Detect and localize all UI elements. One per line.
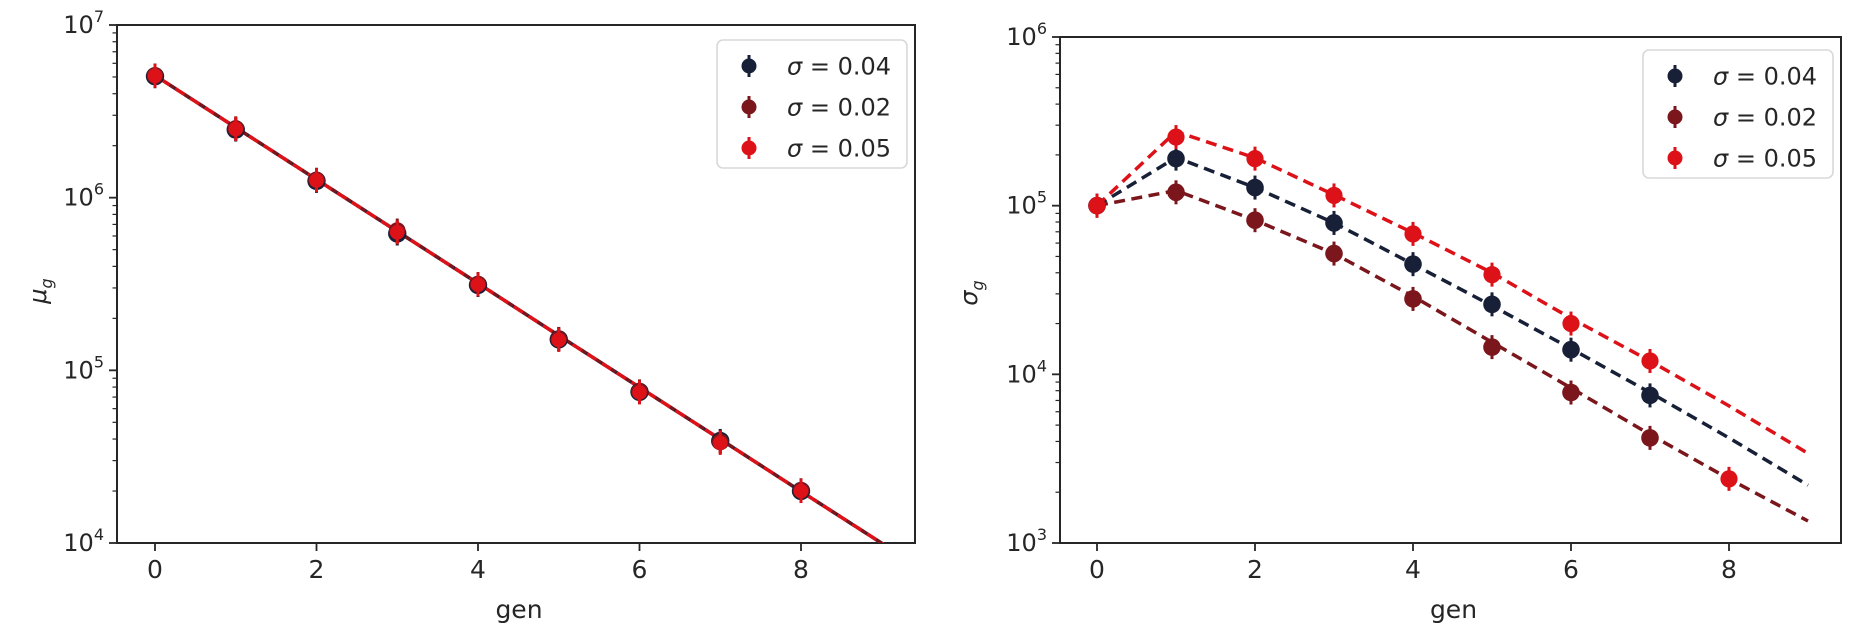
y-axis-label: μg — [24, 278, 56, 304]
data-point — [1325, 186, 1343, 205]
data-point — [228, 121, 244, 137]
data-point — [389, 225, 405, 240]
legend-marker-dot — [741, 99, 757, 115]
data-point — [1246, 150, 1264, 168]
data-point — [1325, 214, 1343, 232]
y-tick-label: 105 — [1006, 188, 1047, 220]
x-tick-label: 6 — [1563, 555, 1579, 584]
plot-area — [145, 63, 885, 543]
legend-label: σ = 0.02 — [1713, 104, 1817, 132]
chart-mu-vs-gen: 104 105 106 107 0 2 4 6 8 gen μg σ = 0.04 σ = 0.02 σ … — [24, 7, 916, 624]
data-point — [309, 173, 324, 188]
legend-label: σ = 0.04 — [787, 53, 891, 81]
y-axis-label: σg — [955, 280, 987, 305]
legend-marker-dot — [741, 140, 757, 156]
data-point — [1167, 183, 1185, 202]
data-point — [1641, 429, 1659, 447]
data-point — [1167, 149, 1185, 168]
y-tick-label: 104 — [1006, 356, 1047, 388]
data-point — [1246, 178, 1264, 197]
data-point — [1404, 255, 1422, 273]
y-tick-label: 107 — [63, 7, 104, 39]
x-tick-label: 2 — [1247, 555, 1263, 584]
x-tick-label: 2 — [309, 555, 325, 584]
data-point — [1325, 244, 1343, 263]
legend-marker-dot — [1667, 109, 1683, 125]
x-tick-label: 4 — [470, 555, 486, 584]
chart-sigma-vs-gen: 103 104 105 106 0 2 4 6 8 gen σg σ = 0.04 σ = 0.02 σ … — [955, 19, 1842, 624]
legend-marker-dot — [741, 58, 757, 74]
x-tick-label: 6 — [632, 555, 648, 584]
data-point — [147, 68, 163, 84]
legend-marker-dot — [1667, 150, 1683, 166]
y-tick-label: 103 — [1006, 525, 1047, 557]
x-tick-label: 8 — [1721, 555, 1737, 584]
data-point — [1088, 197, 1106, 215]
legend-box — [716, 39, 908, 169]
y-tick-label: 104 — [63, 525, 104, 557]
data-point — [1720, 470, 1738, 488]
x-tick-label: 8 — [793, 555, 809, 584]
fit-line — [1095, 129, 1809, 455]
x-tick-label: 4 — [1405, 555, 1421, 584]
data-point — [1562, 314, 1580, 333]
x-tick-label: 0 — [1089, 555, 1105, 584]
fit-line — [1096, 188, 1809, 523]
data-point — [551, 332, 567, 348]
data-point — [1404, 225, 1422, 243]
data-point — [632, 385, 647, 400]
legend-label: σ = 0.05 — [1713, 145, 1817, 173]
legend-marker-dot — [1667, 68, 1683, 84]
data-point — [1562, 340, 1580, 359]
data-point — [1167, 128, 1185, 146]
legend-box — [1642, 49, 1834, 179]
legend-label: σ = 0.04 — [1713, 63, 1817, 91]
x-tick-label: 0 — [147, 555, 163, 584]
data-point — [712, 435, 728, 451]
plot-border — [1059, 36, 1842, 544]
data-point — [1483, 295, 1501, 314]
data-point — [470, 277, 486, 292]
plot-area — [1088, 125, 1809, 523]
x-axis-label: gen — [495, 595, 542, 624]
plot-border — [116, 24, 916, 544]
legend-label: σ = 0.05 — [787, 135, 891, 163]
x-axis-label: gen — [1430, 595, 1477, 624]
y-tick-label: 106 — [1006, 19, 1047, 51]
data-point — [1641, 352, 1659, 370]
y-tick-label: 105 — [63, 352, 104, 384]
data-point — [793, 483, 809, 499]
data-point — [1404, 290, 1422, 308]
fit-line — [1096, 155, 1809, 487]
data-point — [1562, 383, 1580, 402]
y-tick-label: 106 — [63, 180, 104, 212]
data-point — [1483, 338, 1501, 356]
data-point — [1641, 386, 1659, 405]
data-point — [1483, 266, 1501, 284]
data-point — [1246, 211, 1264, 230]
legend-label: σ = 0.02 — [787, 94, 891, 122]
